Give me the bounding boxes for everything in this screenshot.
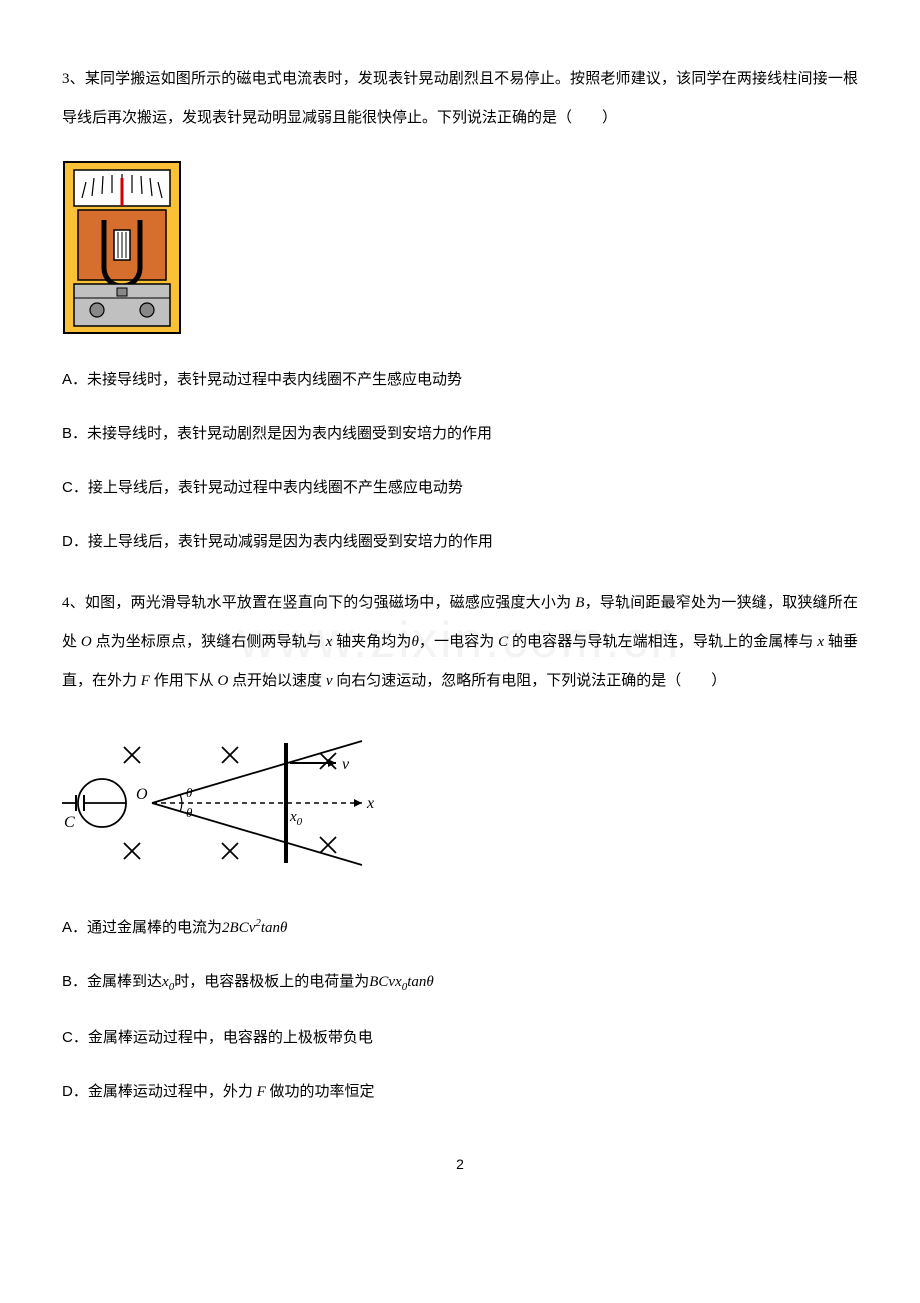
- option-label-b: B．: [62, 425, 87, 442]
- q4-c-text: 金属棒运动过程中，电容器的上极板带负电: [88, 1030, 373, 1046]
- var-o2: O: [217, 673, 228, 689]
- var-c: C: [498, 634, 508, 650]
- q4-p4: 轴夹角均为: [336, 634, 411, 650]
- q3-b-text: 未接导线时，表针晃动剧烈是因为表内线圈受到安培力的作用: [87, 426, 492, 442]
- var-x2: x: [817, 634, 824, 650]
- option-label-a: A．: [62, 919, 87, 936]
- svg-text:C: C: [64, 814, 75, 831]
- q4-a-math: 2BCv2tanθ: [222, 920, 287, 936]
- var-f2: F: [257, 1084, 266, 1100]
- q4-b-x0: x0: [162, 974, 174, 990]
- q4-d-post: 做功的功率恒定: [270, 1084, 375, 1100]
- q3-number: 3、: [62, 71, 85, 87]
- var-v: v: [326, 673, 333, 689]
- svg-text:θ: θ: [186, 805, 193, 820]
- q3-option-b: B．未接导线时，表针晃动剧烈是因为表内线圈受到安培力的作用: [62, 420, 858, 448]
- q4-option-c: C．金属棒运动过程中，电容器的上极板带负电: [62, 1024, 858, 1052]
- q3-d-text: 接上导线后，表针晃动减弱是因为表内线圈受到安培力的作用: [88, 534, 493, 550]
- q4-figure: C O θ θ x v: [62, 723, 858, 888]
- q4-p9: 点开始以速度: [232, 673, 322, 689]
- q4-d-pre: 金属棒运动过程中，外力: [88, 1084, 253, 1100]
- q4-b-pre: 金属棒到达: [87, 974, 162, 990]
- q3-option-c: C．接上导线后，表针晃动过程中表内线圈不产生感应电动势: [62, 474, 858, 502]
- svg-text:O: O: [136, 786, 148, 803]
- q4-p5: ，一电容为: [419, 634, 494, 650]
- q4-b-math: BCvx0tanθ: [369, 974, 434, 990]
- q4-b-mid: 时，电容器极板上的电荷量为: [174, 974, 369, 990]
- option-label-a: A．: [62, 371, 87, 388]
- var-o: O: [81, 634, 92, 650]
- page-number: 2: [62, 1156, 858, 1172]
- q3-text: 3、某同学搬运如图所示的磁电式电流表时，发现表针晃动剧烈且不易停止。按照老师建议…: [62, 60, 858, 138]
- q4-p1: 如图，两光滑导轨水平放置在竖直向下的匀强磁场中，磁感应强度大小为: [85, 595, 571, 611]
- q4-text: 4、如图，两光滑导轨水平放置在竖直向下的匀强磁场中，磁感应强度大小为 B，导轨间…: [62, 584, 858, 701]
- q4-option-d: D．金属棒运动过程中，外力 F 做功的功率恒定: [62, 1078, 858, 1106]
- svg-text:θ: θ: [186, 785, 193, 800]
- question-3: 3、某同学搬运如图所示的磁电式电流表时，发现表针晃动剧烈且不易停止。按照老师建议…: [62, 60, 858, 556]
- option-label-c: C．: [62, 479, 88, 496]
- q4-option-a: A．通过金属棒的电流为2BCv2tanθ: [62, 914, 858, 942]
- q4-option-b: B．金属棒到达x0时，电容器极板上的电荷量为BCvx0tanθ: [62, 968, 858, 998]
- var-theta: θ: [411, 634, 418, 650]
- var-f: F: [141, 673, 150, 689]
- q3-figure: [62, 160, 858, 340]
- q4-p3: 点为坐标原点，狭缝右侧两导轨与: [96, 634, 322, 650]
- option-label-d: D．: [62, 533, 88, 550]
- option-label-d: D．: [62, 1083, 88, 1100]
- q3-c-text: 接上导线后，表针晃动过程中表内线圈不产生感应电动势: [88, 480, 463, 496]
- svg-text:x: x: [366, 795, 374, 812]
- page-content: 3、某同学搬运如图所示的磁电式电流表时，发现表针晃动剧烈且不易停止。按照老师建议…: [62, 60, 858, 1172]
- q4-a-pre: 通过金属棒的电流为: [87, 920, 222, 936]
- q4-p6: 的电容器与导轨左端相连，导轨上的金属棒与: [512, 634, 814, 650]
- q4-p8: 作用下从: [154, 673, 214, 689]
- q3-body: 某同学搬运如图所示的磁电式电流表时，发现表针晃动剧烈且不易停止。按照老师建议，该…: [62, 71, 858, 126]
- circuit-diagram-icon: C O θ θ x v: [62, 723, 382, 883]
- question-4: 4、如图，两光滑导轨水平放置在竖直向下的匀强磁场中，磁感应强度大小为 B，导轨间…: [62, 584, 858, 1106]
- var-x: x: [326, 634, 333, 650]
- galvanometer-icon: [62, 160, 182, 335]
- q3-option-a: A．未接导线时，表针晃动过程中表内线圈不产生感应电动势: [62, 366, 858, 394]
- q4-p10: 向右匀速运动，忽略所有电阻，下列说法正确的是（ ）: [336, 673, 726, 689]
- svg-text:v: v: [342, 756, 350, 773]
- svg-text:x0: x0: [289, 809, 303, 828]
- q3-a-text: 未接导线时，表针晃动过程中表内线圈不产生感应电动势: [87, 372, 462, 388]
- q4-number: 4、: [62, 595, 85, 611]
- q3-option-d: D．接上导线后，表针晃动减弱是因为表内线圈受到安培力的作用: [62, 528, 858, 556]
- option-label-c: C．: [62, 1029, 88, 1046]
- option-label-b: B．: [62, 973, 87, 990]
